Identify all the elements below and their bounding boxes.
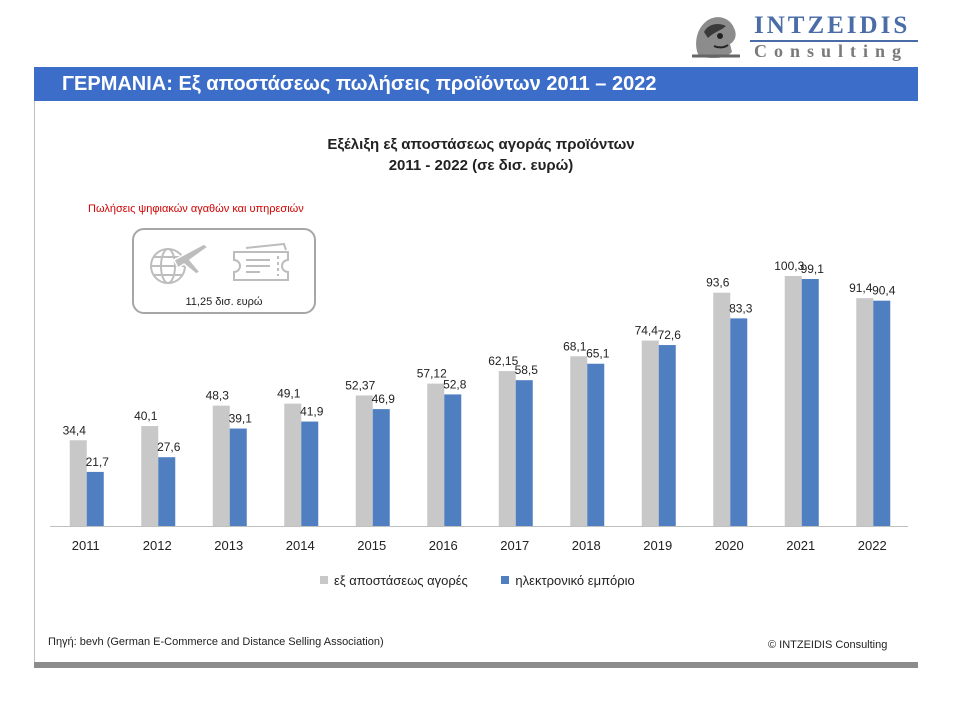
slide-title: ΓΕΡΜΑΝΙΑ: Εξ αποστάσεως πωλήσεις προϊόντ… xyxy=(62,73,657,95)
legend-item-distance-sales: εξ αποστάσεως αγορές xyxy=(320,573,468,588)
logo-subtitle: Consulting xyxy=(754,41,909,61)
portrait-logo-icon xyxy=(692,17,740,58)
digital-goods-icons xyxy=(150,242,289,284)
frame-bottom-bar xyxy=(34,662,918,668)
chart-title: Εξέλιξη εξ αποστάσεως αγοράς προϊόντων 2… xyxy=(200,134,762,176)
legend-item-ecommerce: ηλεκτρονικό εμπόριο xyxy=(501,572,635,588)
legend-label-distance-sales: εξ αποστάσεως αγορές xyxy=(334,572,468,588)
legend-swatch-distance-sales xyxy=(320,576,328,584)
source-note: Πηγή: bevh (German E-Commerce and Distan… xyxy=(48,636,384,648)
digital-goods-box: 11,25 δισ. ευρώ xyxy=(132,228,316,314)
legend-label-ecommerce: ηλεκτρονικό εμπόριο xyxy=(515,572,635,588)
digital-goods-label: Πωλήσεις ψηφιακών αγαθών και υπηρεσιών xyxy=(88,203,304,215)
digital-goods-value: 11,25 δισ. ευρώ xyxy=(185,296,263,308)
chart-title-line1: Εξέλιξη εξ αποστάσεως αγοράς προϊόντων xyxy=(327,136,635,153)
globe-plane-icon xyxy=(150,243,210,284)
company-logo: INTZEIDIS Consulting xyxy=(684,8,924,64)
chart-title-line2: 2011 - 2022 (σε δισ. ευρώ) xyxy=(388,157,574,174)
slide-title-bar: ΓΕΡΜΑΝΙΑ: Εξ αποστάσεως πωλήσεις προϊόντ… xyxy=(34,67,918,101)
copyright-note: © INTZEIDIS Consulting xyxy=(768,639,888,651)
logo-name: INTZEIDIS xyxy=(754,12,911,39)
logo-divider xyxy=(750,40,918,42)
ticket-icon xyxy=(233,242,289,281)
legend-swatch-ecommerce xyxy=(501,576,510,584)
chart-legend: εξ αποστάσεως αγορές ηλεκτρονικό εμπόριο xyxy=(320,572,665,588)
